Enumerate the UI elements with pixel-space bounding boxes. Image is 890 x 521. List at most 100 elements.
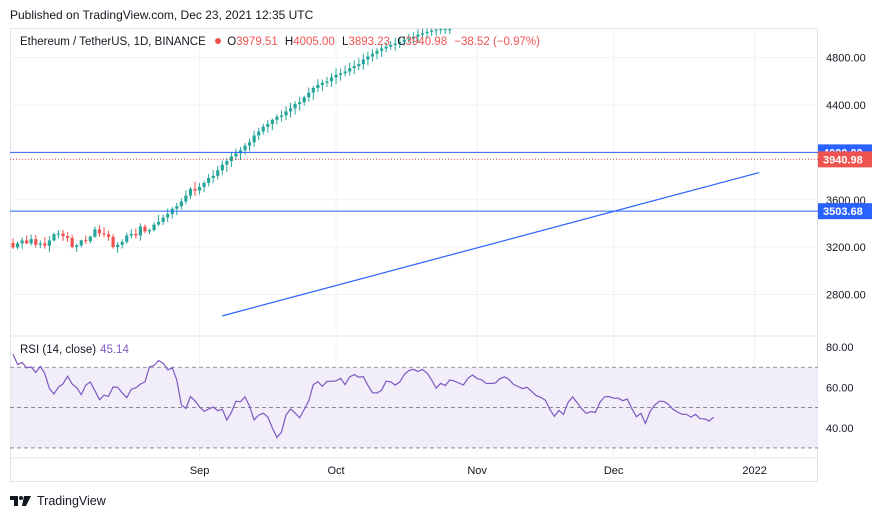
candle: [102, 227, 106, 238]
candle: [138, 223, 142, 241]
candle-body: [106, 234, 111, 237]
candle: [270, 118, 274, 131]
candle-body: [389, 44, 393, 47]
candle-body: [70, 237, 74, 248]
candle-body: [379, 48, 384, 51]
candle: [411, 32, 415, 45]
price-axis-label-bg: [818, 203, 872, 220]
candlestick-series: [11, 28, 452, 253]
candle-body: [357, 64, 361, 67]
candle-body: [393, 43, 397, 45]
candle: [166, 208, 170, 223]
candle-body: [339, 73, 343, 75]
candle: [70, 234, 74, 249]
candle-body: [216, 170, 220, 176]
candle-body: [84, 240, 88, 242]
candle-body: [261, 126, 265, 132]
candle-body: [211, 175, 215, 178]
candle-body: [120, 241, 124, 245]
candle: [302, 95, 306, 106]
candle-body: [284, 111, 288, 116]
price-axis-label-text: 3503.68: [823, 206, 863, 218]
candle: [352, 60, 356, 75]
time-tick-label: Oct: [327, 465, 344, 477]
candle: [197, 183, 202, 195]
rsi-legend: RSI (14, close) 45.14: [20, 344, 129, 356]
candle-body: [143, 226, 147, 232]
candle: [97, 225, 102, 237]
candle: [175, 202, 179, 216]
candle-body: [430, 30, 434, 32]
tradingview-logo[interactable]: TradingView: [10, 494, 106, 508]
candle: [20, 237, 24, 249]
candle: [339, 68, 343, 81]
candle-body: [234, 153, 238, 157]
candle-body: [197, 186, 202, 191]
tradingview-icon: [10, 496, 31, 506]
candle-body: [102, 233, 106, 235]
time-tick-label: Sep: [190, 465, 210, 477]
candle-body: [152, 224, 156, 231]
candle-body: [207, 177, 211, 183]
chart-frame: [10, 28, 818, 482]
price-axis-label: 3503.68: [818, 203, 872, 220]
candle-body: [129, 233, 133, 236]
rsi-tick-label: 40.00: [826, 423, 854, 435]
candle: [11, 238, 15, 249]
open-value: 3979.51: [236, 36, 278, 48]
candle: [220, 160, 224, 176]
brand-name: TradingView: [37, 494, 106, 508]
candle-body: [361, 59, 365, 65]
high-value: 4005.00: [293, 36, 335, 48]
candle-body: [161, 217, 165, 222]
candle-body: [420, 33, 425, 35]
candle: [93, 226, 97, 238]
time-tick-label: Nov: [467, 465, 487, 477]
candle-body: [320, 82, 324, 85]
candle-body: [166, 214, 170, 218]
rsi-value: 45.14: [100, 344, 129, 356]
candle-body: [179, 201, 183, 207]
candle-body: [56, 233, 61, 235]
candle: [52, 232, 56, 242]
candle-body: [238, 150, 243, 154]
candle: [161, 214, 165, 226]
price-axis-label-text: 3940.98: [823, 154, 863, 166]
candle: [56, 230, 61, 239]
candle: [88, 235, 92, 244]
candle-body: [93, 229, 97, 237]
candle-body: [325, 81, 329, 83]
candle: [234, 148, 238, 161]
chart-overlay: [10, 151, 818, 317]
candle-body: [329, 77, 334, 82]
candle: [25, 235, 29, 245]
candle: [61, 229, 65, 241]
candle-body: [443, 29, 447, 31]
trendline: [222, 171, 760, 317]
candle: [293, 101, 297, 115]
rsi-pane: [10, 354, 818, 449]
candle: [379, 44, 384, 57]
candle: [425, 28, 429, 39]
candle: [120, 239, 124, 249]
candle: [47, 236, 51, 253]
candle: [311, 85, 315, 100]
candle: [288, 102, 293, 118]
candle-body: [229, 156, 233, 162]
candle: [398, 37, 402, 49]
candle-body: [266, 123, 270, 127]
candle: [125, 232, 129, 244]
candle-body: [375, 50, 379, 54]
candle: [275, 114, 279, 125]
candle: [348, 62, 352, 76]
rsi-tick-label: 80.00: [826, 342, 854, 354]
candle: [179, 198, 183, 210]
candle-body: [398, 42, 402, 44]
candle-body: [193, 188, 197, 191]
candle: [248, 138, 252, 152]
candle: [75, 243, 79, 253]
candle-body: [307, 92, 311, 98]
candle: [207, 173, 211, 187]
